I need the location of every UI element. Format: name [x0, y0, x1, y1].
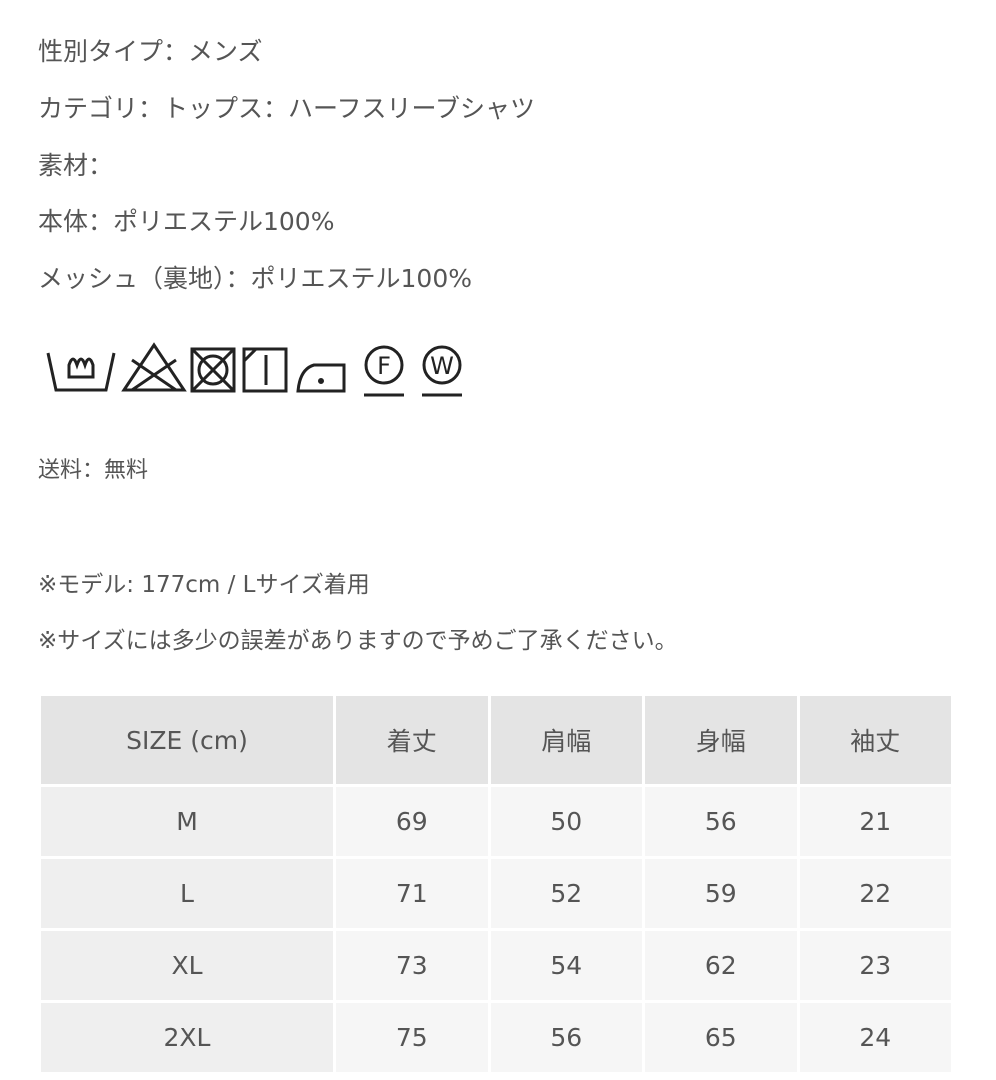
table-cell: 71 [336, 859, 488, 928]
header-cell: 着丈 [336, 696, 488, 784]
note: ※モデル: 177cm / Lサイズ着用 [38, 572, 370, 598]
shipping: 送料：無料 [38, 458, 149, 483]
header-cell: 肩幅 [490, 696, 642, 784]
wash-icon [46, 352, 116, 392]
header-cell: SIZE (cm) [41, 696, 333, 784]
table-row: XL 73 54 62 23 [41, 931, 951, 1000]
iron-icon [296, 363, 346, 393]
no-tumble-circle [197, 354, 229, 386]
table-row: M 69 50 56 21 [41, 787, 951, 856]
table-cell: 2XL [41, 1003, 333, 1072]
table-row: 2XL 75 56 65 24 [41, 1003, 951, 1072]
description-line: 素材： [38, 151, 114, 180]
table-cell: M [41, 787, 333, 856]
wet-clean-icon [422, 345, 462, 385]
description-line: 性別タイプ：メンズ [38, 37, 263, 66]
no-tumble-icon [190, 347, 236, 393]
description-line: カテゴリ：トップス：ハーフスリーブシャツ [38, 94, 536, 123]
dry-icon [242, 347, 288, 393]
table-cell: 23 [799, 931, 951, 1000]
table-cell: 22 [799, 859, 951, 928]
table-cell: L [41, 859, 333, 928]
table-cell: 69 [336, 787, 488, 856]
header-cell: 袖丈 [799, 696, 951, 784]
note: ※サイズには多少の誤差がありますので予めご了承ください。 [38, 628, 678, 654]
table-cell: 50 [490, 787, 642, 856]
dry-line [242, 347, 268, 385]
description-line: 本体：ポリエステル100% [38, 207, 335, 236]
table-cell: 52 [490, 859, 642, 928]
iron-dot [318, 378, 324, 384]
size-table: SIZE (cm) 着丈 肩幅 身幅 袖丈 M 69 50 56 21 L 71 52 59 22 XL 73 5… [38, 693, 954, 1075]
table-cell: 56 [645, 787, 797, 856]
hand-icon [67, 357, 95, 379]
no-bleach-icon [121, 342, 187, 392]
table-cell: 59 [645, 859, 797, 928]
table-cell: 56 [490, 1003, 642, 1072]
care-letter: F [377, 352, 391, 380]
table-cell: 24 [799, 1003, 951, 1072]
table-cell: 21 [799, 787, 951, 856]
header-row: SIZE (cm) 着丈 肩幅 身幅 袖丈 [41, 696, 951, 784]
care-icons: F W [46, 342, 462, 397]
no-tumble-cross [190, 347, 236, 393]
table-cell: 65 [645, 1003, 797, 1072]
dry-clean-icon [364, 345, 404, 385]
care-letter: W [430, 352, 454, 380]
table-cell: XL [41, 931, 333, 1000]
table-cell: 62 [645, 931, 797, 1000]
table-row: L 71 52 59 22 [41, 859, 951, 928]
table-cell: 75 [336, 1003, 488, 1072]
table-cell: 54 [490, 931, 642, 1000]
header-cell: 身幅 [645, 696, 797, 784]
description-line: メッシュ（裏地）：ポリエステル100% [38, 264, 472, 293]
table-cell: 73 [336, 931, 488, 1000]
